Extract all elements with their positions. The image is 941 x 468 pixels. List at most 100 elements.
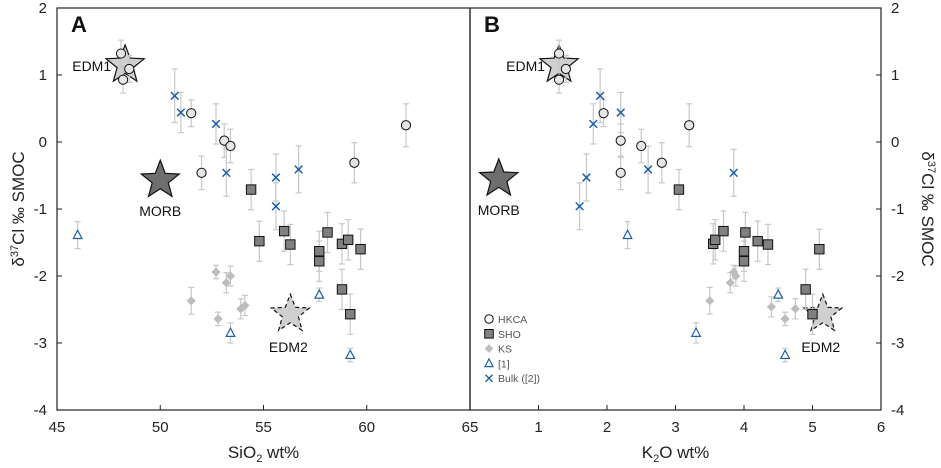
y-tick-label: 0: [39, 134, 47, 151]
legend-item-hkca: HKCA: [484, 314, 527, 326]
point-hkca: [186, 108, 197, 119]
x-tick-label: 5: [808, 419, 816, 436]
point-ks: [211, 267, 221, 277]
point-sho: [738, 246, 750, 257]
star-edm2: [269, 292, 312, 332]
point-ks: [240, 300, 250, 311]
point-sho: [355, 244, 366, 255]
annotation-label-edm2: EDM2: [801, 339, 840, 355]
point-ks: [221, 278, 231, 288]
point-ks: [731, 271, 741, 281]
point-hkca: [225, 140, 236, 152]
y-tick-label: -4: [891, 402, 904, 419]
point-bulk-2: [221, 168, 231, 178]
annotation-morb: MORB: [478, 157, 520, 218]
point-sho: [245, 184, 257, 195]
legend-item-ks: KS: [484, 344, 512, 356]
point-hkca: [400, 120, 412, 131]
annotation-edm1: EDM1: [506, 43, 580, 83]
point-hkca: [598, 108, 609, 119]
point-bulk-2: [294, 165, 303, 174]
legend-item-1: [1]: [484, 357, 510, 370]
annotation-label-edm1: EDM1: [506, 58, 545, 74]
x-tick-label: 45: [49, 419, 66, 436]
legend: HKCA SHO KS [1] Bulk ([2]): [484, 314, 540, 385]
point-bulk-2: [729, 168, 739, 178]
point-hkca: [349, 157, 360, 168]
point-ks: [780, 314, 790, 324]
point-sho: [314, 246, 325, 257]
point-bulk-2: [595, 91, 605, 101]
star-morb: [139, 158, 181, 198]
x-tick-label: 6: [877, 419, 885, 436]
x-tick-label: 55: [255, 419, 272, 436]
annotation-edm2: EDM2: [801, 292, 844, 355]
point-1: [772, 288, 784, 299]
x-tick-label: 4: [740, 419, 748, 436]
panel-a: 45 50 55 60 65 2 1 0 -1 -2 -3 -4 SiO2 wt% δ37Cl ‰ SMO…: [9, 0, 478, 465]
point-bulk-2: [170, 91, 180, 101]
point-sho: [345, 308, 356, 320]
y-tick-label: 2: [891, 0, 899, 17]
point-sho: [718, 225, 729, 237]
legend-marker-triangle: [484, 357, 494, 368]
point-sho: [673, 184, 685, 195]
point-ks: [790, 304, 800, 314]
x-tick-label: 3: [671, 419, 679, 436]
annotation-edm2: EDM2: [269, 292, 312, 355]
point-hkca: [684, 120, 695, 131]
point-sho: [752, 235, 763, 247]
star-edm2: [802, 292, 844, 332]
point-bulk-2: [176, 108, 186, 117]
y-tick-label: 2: [39, 0, 47, 17]
point-bulk-2: [575, 201, 584, 211]
panel-b: 1 2 3 4 5 6 2 1 0 -1 -2 -3 -4 K2O wt% δ37Cl ‰ SMOC B EDM…: [478, 0, 937, 465]
point-1: [690, 326, 702, 337]
point-sho: [336, 284, 348, 295]
point-ks: [705, 296, 715, 306]
panel-label: A: [71, 12, 87, 37]
point-hkca: [656, 157, 667, 168]
y-axis-label: δ37Cl ‰ SMOC: [918, 151, 937, 266]
point-hkca: [117, 74, 129, 85]
legend-label: Bulk ([2]): [498, 373, 540, 385]
point-1: [622, 229, 633, 240]
point-sho: [814, 244, 825, 255]
y-tick-label: -3: [891, 335, 904, 352]
legend-marker-square: [484, 329, 494, 339]
point-bulk-2: [643, 165, 653, 174]
point-hkca: [196, 167, 207, 178]
point-sho: [740, 227, 751, 238]
point-ks: [213, 314, 223, 324]
legend-label: HKCA: [498, 314, 527, 326]
point-sho: [807, 308, 818, 320]
y-tick-label: -1: [891, 201, 904, 218]
point-1: [779, 348, 791, 360]
point-ks: [729, 267, 739, 277]
panel-label: B: [484, 12, 500, 37]
x-tick-label: 2: [603, 419, 611, 436]
legend-label: KS: [498, 344, 512, 356]
point-bulk-2: [271, 201, 281, 211]
legend-label: [1]: [498, 358, 510, 370]
point-1: [225, 326, 236, 337]
point-sho: [322, 227, 333, 238]
point-sho: [800, 284, 811, 295]
x-axis-label: SiO2 wt%: [228, 443, 299, 465]
legend-marker-circle: [484, 314, 494, 324]
point-sho: [285, 239, 296, 250]
y-tick-label: -2: [891, 268, 904, 285]
point-sho: [278, 225, 290, 237]
x-tick-label: 60: [358, 419, 375, 436]
point-bulk-2: [616, 108, 626, 117]
point-hkca: [124, 63, 135, 75]
legend-marker-diamond: [484, 344, 494, 353]
point-bulk-2: [588, 119, 598, 129]
point-sho: [710, 234, 721, 246]
point-hkca: [553, 74, 565, 85]
x-tick-label: 50: [152, 419, 169, 436]
point-ks: [225, 271, 236, 281]
y-tick-label: 1: [891, 67, 899, 84]
y-tick-label: -2: [34, 268, 47, 285]
